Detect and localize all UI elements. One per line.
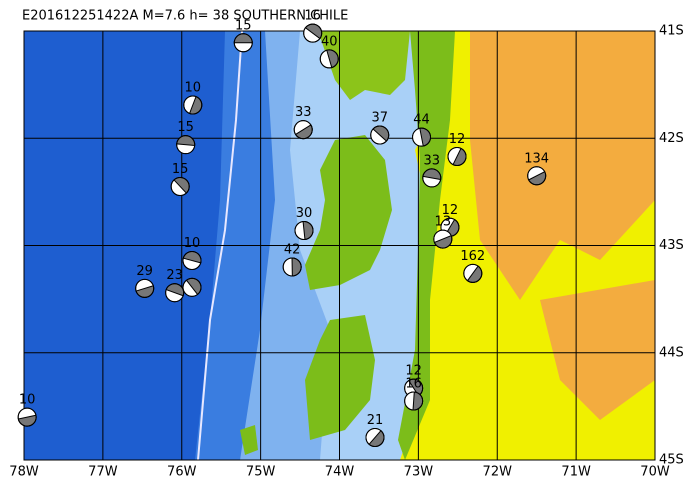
beachball bbox=[404, 391, 424, 411]
depth-label: 12 bbox=[405, 364, 422, 379]
ball-edge bbox=[447, 146, 467, 166]
ball-edge bbox=[182, 277, 202, 297]
beachball bbox=[233, 33, 253, 53]
ball-edge bbox=[370, 125, 390, 145]
lon-label: 78W bbox=[9, 465, 39, 480]
beachball bbox=[182, 277, 202, 297]
ball-edge bbox=[233, 33, 253, 53]
ball-edge bbox=[165, 283, 185, 303]
beachball bbox=[319, 49, 339, 69]
ball-edge bbox=[422, 168, 442, 188]
beachball bbox=[365, 427, 385, 447]
beachball bbox=[412, 127, 432, 147]
lat-label: 45S bbox=[659, 453, 684, 468]
depth-label: 10 bbox=[184, 236, 201, 251]
beachball bbox=[282, 257, 302, 277]
ball-edge bbox=[182, 251, 202, 271]
ball-edge bbox=[412, 127, 432, 147]
depth-label: 162 bbox=[460, 249, 485, 264]
beachball bbox=[422, 168, 442, 188]
beachball bbox=[527, 166, 547, 186]
ball-edge bbox=[17, 407, 37, 427]
depth-label: 12 bbox=[442, 203, 459, 218]
ball-edge bbox=[293, 120, 313, 140]
beachball bbox=[370, 125, 390, 145]
depth-label: 37 bbox=[371, 111, 388, 126]
depth-label: 15 bbox=[172, 162, 189, 177]
depth-label: 33 bbox=[295, 105, 312, 120]
beachball bbox=[294, 220, 314, 240]
depth-label: 10 bbox=[19, 393, 36, 408]
ball-edge bbox=[303, 23, 323, 43]
depth-label: 15 bbox=[235, 18, 252, 33]
depth-label: 134 bbox=[524, 151, 549, 166]
beachball bbox=[135, 278, 155, 298]
ball-edge bbox=[463, 263, 483, 283]
beachball bbox=[433, 229, 453, 249]
ball-edge bbox=[433, 229, 453, 249]
beachball bbox=[447, 146, 467, 166]
depth-label: 16 bbox=[405, 377, 422, 392]
depth-label: 12 bbox=[449, 132, 466, 147]
beachball bbox=[165, 283, 185, 303]
depth-label: 40 bbox=[321, 34, 338, 49]
lat-label: 44S bbox=[659, 345, 684, 360]
lat-label: 42S bbox=[659, 131, 684, 146]
map-title: E201612251422A M=7.6 h= 38 SOUTHERN CHIL… bbox=[22, 9, 348, 24]
ball-edge bbox=[135, 278, 155, 298]
depth-label: 30 bbox=[296, 206, 313, 221]
beachball bbox=[303, 23, 323, 43]
lon-label: 72W bbox=[483, 465, 513, 480]
ball-edge bbox=[365, 427, 385, 447]
ball-edge bbox=[183, 95, 203, 115]
depth-label: 13 bbox=[435, 215, 452, 230]
depth-label: 16 bbox=[304, 9, 321, 24]
beachball bbox=[183, 95, 203, 115]
depth-label: 10 bbox=[185, 81, 202, 96]
lon-label: 71W bbox=[561, 465, 591, 480]
lon-label: 70W bbox=[640, 465, 670, 480]
ball-edge bbox=[527, 166, 547, 186]
lon-label: 75W bbox=[246, 465, 276, 480]
beachball bbox=[182, 251, 202, 271]
beachball bbox=[170, 177, 190, 197]
beachball bbox=[17, 407, 37, 427]
beachball bbox=[176, 135, 196, 155]
depth-label: 44 bbox=[413, 113, 430, 128]
beachball bbox=[463, 263, 483, 283]
depth-label: 21 bbox=[367, 413, 384, 428]
lon-label: 73W bbox=[404, 465, 434, 480]
lat-label: 43S bbox=[659, 238, 684, 253]
depth-label: 15 bbox=[177, 120, 194, 135]
depth-label: 23 bbox=[166, 268, 183, 283]
ball-edge bbox=[170, 177, 190, 197]
lon-label: 74W bbox=[325, 465, 355, 480]
lon-label: 77W bbox=[88, 465, 118, 480]
depth-label: 33 bbox=[424, 153, 441, 168]
lon-label: 76W bbox=[167, 465, 197, 480]
lat-label: 41S bbox=[659, 24, 684, 39]
ball-edge bbox=[404, 391, 424, 411]
ball-edge bbox=[176, 135, 196, 155]
depth-label: 42 bbox=[284, 242, 301, 257]
ball-edge bbox=[319, 49, 339, 69]
depth-label: 29 bbox=[136, 264, 153, 279]
ball-edge bbox=[282, 257, 302, 277]
ball-edge bbox=[294, 220, 314, 240]
beachball bbox=[293, 120, 313, 140]
